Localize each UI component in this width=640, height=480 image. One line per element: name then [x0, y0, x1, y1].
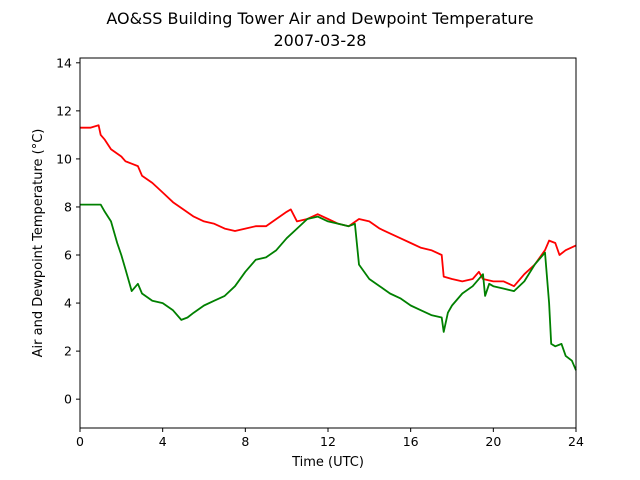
x-tick-label: 8	[241, 434, 249, 449]
series-line-2	[80, 203, 577, 371]
y-tick-label: 4	[64, 296, 72, 311]
x-tick-label: 12	[320, 434, 336, 449]
x-tick-label: 4	[159, 434, 167, 449]
x-tick-label: 16	[403, 434, 419, 449]
plot-frame	[79, 57, 577, 429]
x-tick-label: 20	[485, 434, 501, 449]
x-tick-label: 0	[76, 434, 84, 449]
y-tick-label: 8	[64, 199, 72, 214]
chart-title-line-2: 2007-03-28	[274, 31, 367, 50]
y-tick-label: 0	[64, 392, 72, 407]
y-tick-label: 12	[56, 103, 72, 118]
y-tick-label: 10	[56, 151, 72, 166]
plot-area	[80, 58, 576, 428]
y-axis-label: Air and Dewpoint Temperature (°C)	[31, 129, 46, 358]
y-tick-label: 6	[64, 248, 72, 263]
series-layer	[80, 124, 577, 371]
chart-title-line-1: AO&SS Building Tower Air and Dewpoint Te…	[106, 9, 533, 28]
series-line-1	[80, 124, 577, 288]
y-tick-label: 14	[56, 55, 72, 70]
x-axis-label: Time (UTC)	[291, 455, 364, 470]
y-tick-label: 2	[64, 344, 72, 359]
x-tick-label: 24	[568, 434, 584, 449]
